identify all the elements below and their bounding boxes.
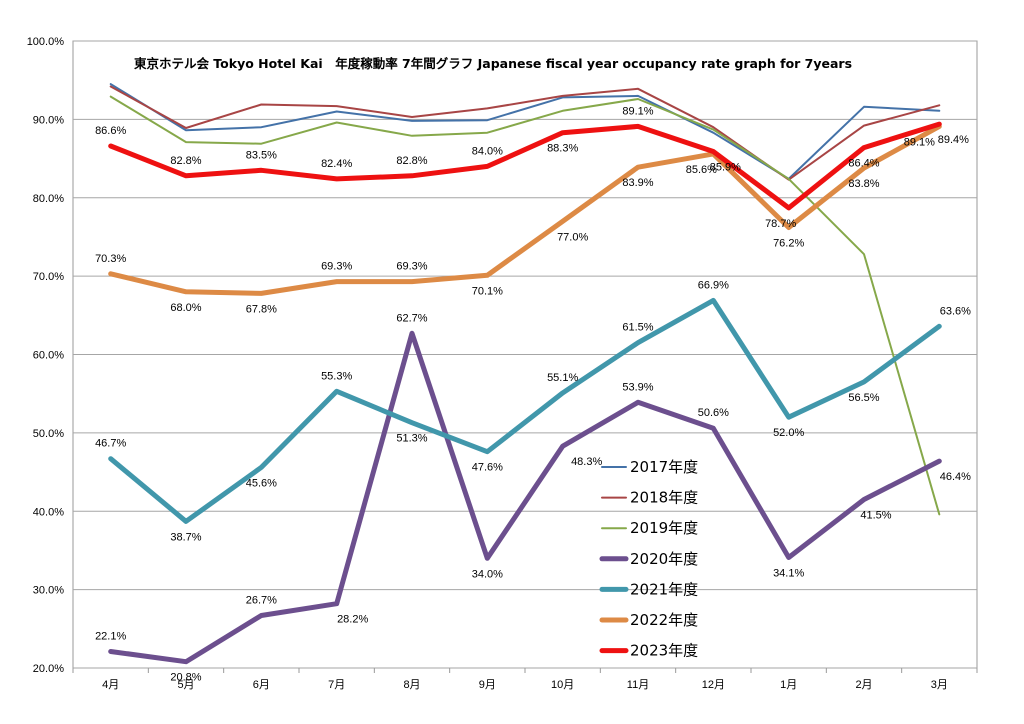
data-label: 86.6% [95,125,126,137]
legend-entry: 2017年度 [630,458,698,476]
data-label: 85.9% [710,162,741,174]
data-label: 41.5% [860,509,891,521]
data-label: 78.7% [765,218,796,230]
x-tick-label: 5月 [177,679,194,691]
data-label: 52.0% [773,427,804,439]
data-label: 56.5% [848,392,879,404]
data-label: 22.1% [95,631,126,643]
x-tick-label: 3月 [931,679,948,691]
series-line-2023年度 [108,121,942,211]
y-tick-label: 50.0% [33,428,64,440]
y-tick-label: 90.0% [33,114,64,126]
legend-entry: 2023年度 [630,642,698,660]
x-tick-label: 6月 [253,679,270,691]
data-label: 82.8% [396,155,427,167]
x-tick-label: 12月 [702,679,725,691]
legend-entry: 2020年度 [630,550,698,568]
data-label: 47.6% [472,462,503,474]
y-tick-label: 30.0% [33,585,64,597]
data-label: 34.1% [773,567,804,579]
y-tick-label: 60.0% [33,350,64,362]
series-line-2017年度 [109,83,941,180]
series-line-2019年度 [109,95,941,516]
y-tick-label: 20.0% [33,663,64,675]
data-label: 85.6% [686,164,717,176]
data-label: 46.4% [940,471,971,483]
legend-entry: 2019年度 [630,519,698,537]
data-label: 83.5% [246,149,277,161]
x-tick-label: 10月 [551,679,574,691]
data-label: 89.1% [904,136,935,148]
x-tick-label: 11月 [627,679,649,691]
x-tick-label: 2月 [855,679,872,691]
y-tick-label: 70.0% [33,271,64,283]
data-label: 70.3% [95,253,126,265]
data-label: 84.0% [472,145,503,157]
data-label: 51.3% [396,433,427,445]
data-label: 48.3% [571,456,602,468]
data-label: 53.9% [622,381,653,393]
legend-entry: 2022年度 [630,611,698,629]
data-label: 50.6% [698,407,729,419]
legend-entry: 2018年度 [630,489,698,507]
x-tick-label: 9月 [479,679,496,691]
y-tick-label: 40.0% [33,506,64,518]
data-label: 68.0% [170,302,201,314]
data-label: 55.1% [547,372,578,384]
data-label: 86.4% [848,158,879,170]
y-tick-label: 100.0% [27,36,65,48]
data-label: 76.2% [773,238,804,250]
legend-entry: 2021年度 [630,580,698,598]
data-label: 63.6% [940,305,971,317]
data-label: 88.3% [547,143,578,155]
data-label: 82.4% [321,158,352,170]
data-label: 82.8% [170,155,201,167]
data-label: 67.8% [246,303,277,315]
x-tick-label: 7月 [328,679,345,691]
data-label: 89.4% [938,134,969,146]
chart-title: 東京ホテル会 Tokyo Hotel Kai 年度稼動率 7年間グラフ Japa… [134,56,852,71]
x-tick-label: 1月 [780,679,797,691]
series-line-2018年度 [109,85,941,181]
data-label: 83.8% [848,178,879,190]
data-label: 45.6% [246,477,277,489]
data-label: 38.7% [170,531,201,543]
data-label: 61.5% [622,322,653,334]
data-label: 62.7% [396,312,427,324]
data-label: 46.7% [95,438,126,450]
series-line-2020年度 [108,330,942,665]
data-label: 70.1% [472,285,503,297]
data-label: 66.9% [698,279,729,291]
series-line-2022年度 [108,123,942,296]
data-label: 89.1% [622,105,653,117]
x-tick-label: 8月 [403,679,420,691]
data-label: 77.0% [557,231,588,243]
series-line-2021年度 [108,297,942,524]
y-tick-label: 80.0% [33,193,64,205]
data-label: 26.7% [246,594,277,606]
data-label: 20.8% [170,672,201,684]
data-label: 55.3% [321,370,352,382]
data-label: 83.9% [622,177,653,189]
x-tick-label: 4月 [102,679,119,691]
data-label: 69.3% [321,261,352,273]
data-label: 69.3% [396,261,427,273]
data-label: 28.2% [337,614,368,626]
data-label: 34.0% [472,568,503,580]
